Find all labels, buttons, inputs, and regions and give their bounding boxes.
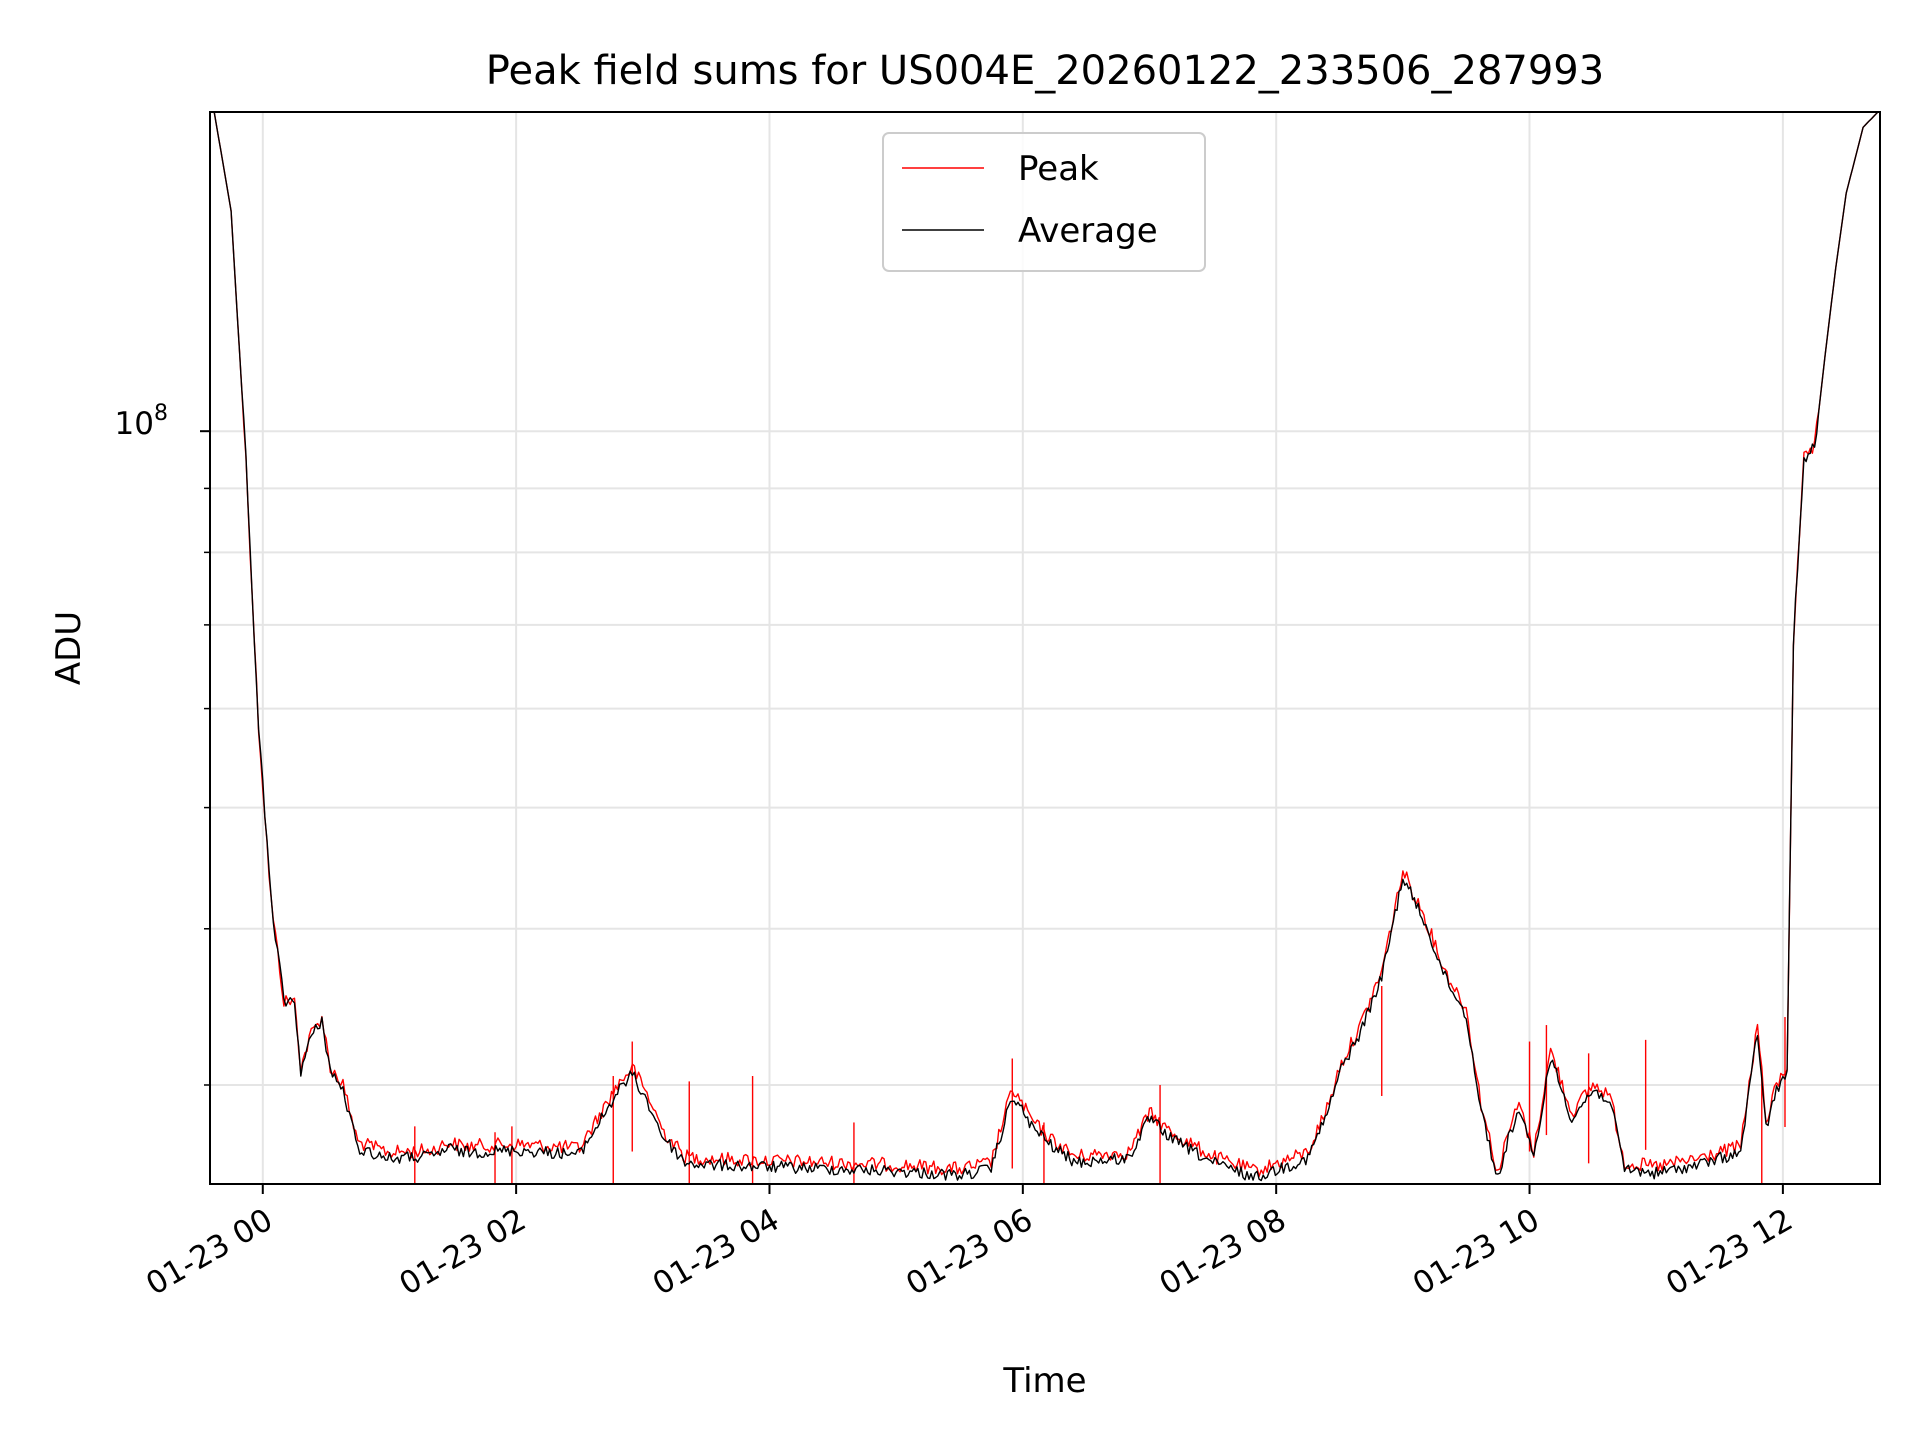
- chart-title: Peak field sums for US004E_20260122_2335…: [486, 48, 1604, 94]
- x-axis-label: Time: [1002, 1361, 1086, 1401]
- average-series-line: [213, 112, 1879, 1182]
- legend-label-average: Average: [1018, 211, 1158, 251]
- plot-frame: [209, 111, 1881, 1185]
- y-axis-label: ADU: [49, 611, 89, 685]
- legend: Peak Average: [882, 132, 1206, 272]
- grid: [210, 112, 1880, 1184]
- plot-area: [213, 112, 1879, 1184]
- peak-series-line: [213, 112, 1879, 1178]
- svg-text:108: 108: [115, 401, 168, 442]
- y-tick-label-1e8: 108: [115, 401, 168, 442]
- legend-label-peak: Peak: [1018, 149, 1099, 189]
